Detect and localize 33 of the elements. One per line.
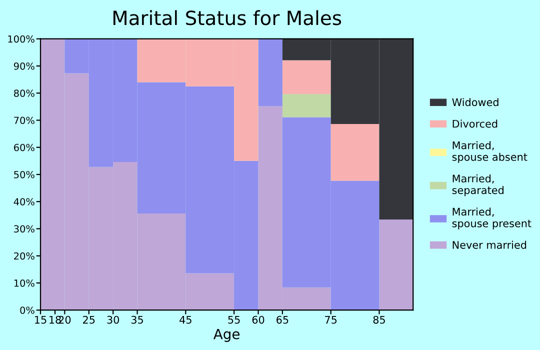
x-tick-label: 45 [180, 316, 192, 324]
x-axis-title: Age [213, 328, 240, 342]
x-tick-label: 65 [276, 316, 288, 324]
legend-label: Never married [452, 240, 526, 249]
x-tick-label: 55 [228, 316, 240, 324]
x-tick-label: 60 [252, 316, 264, 324]
y-tick-label: 20% [14, 252, 34, 260]
legend-label: Widowed [452, 98, 498, 106]
bar [282, 94, 331, 118]
x-tick-label: 25 [83, 316, 95, 324]
legend-label: Divorced [452, 120, 498, 128]
y-tick-label: 80% [14, 90, 34, 97]
legend-label: Married, spouse absent [452, 141, 528, 163]
x-tick-label: 15 [35, 316, 46, 324]
y-tick-label: 50% [14, 170, 34, 178]
y-tick-label: 90% [14, 62, 34, 70]
x-tick-label: 75 [325, 316, 337, 324]
y-tick-label: 100% [8, 35, 34, 43]
y-tick-label: 30% [14, 225, 34, 233]
bar [282, 60, 331, 94]
bar [330, 124, 380, 181]
legend-label: Married, spouse present [452, 208, 532, 230]
legend-label: Married, separated [452, 174, 504, 196]
x-tick-label: 85 [373, 316, 385, 324]
x-tick-label: 35 [131, 316, 143, 324]
x-tick-label: 30 [107, 316, 120, 324]
chart-title: Marital Status for Males [113, 10, 342, 26]
y-tick-label: 70% [14, 116, 34, 124]
y-tick-label: 10% [14, 279, 34, 287]
y-tick-label: 0% [20, 306, 34, 314]
y-tick-label: 60% [14, 144, 34, 152]
bar [258, 38, 282, 106]
y-tick-label: 40% [14, 198, 34, 206]
